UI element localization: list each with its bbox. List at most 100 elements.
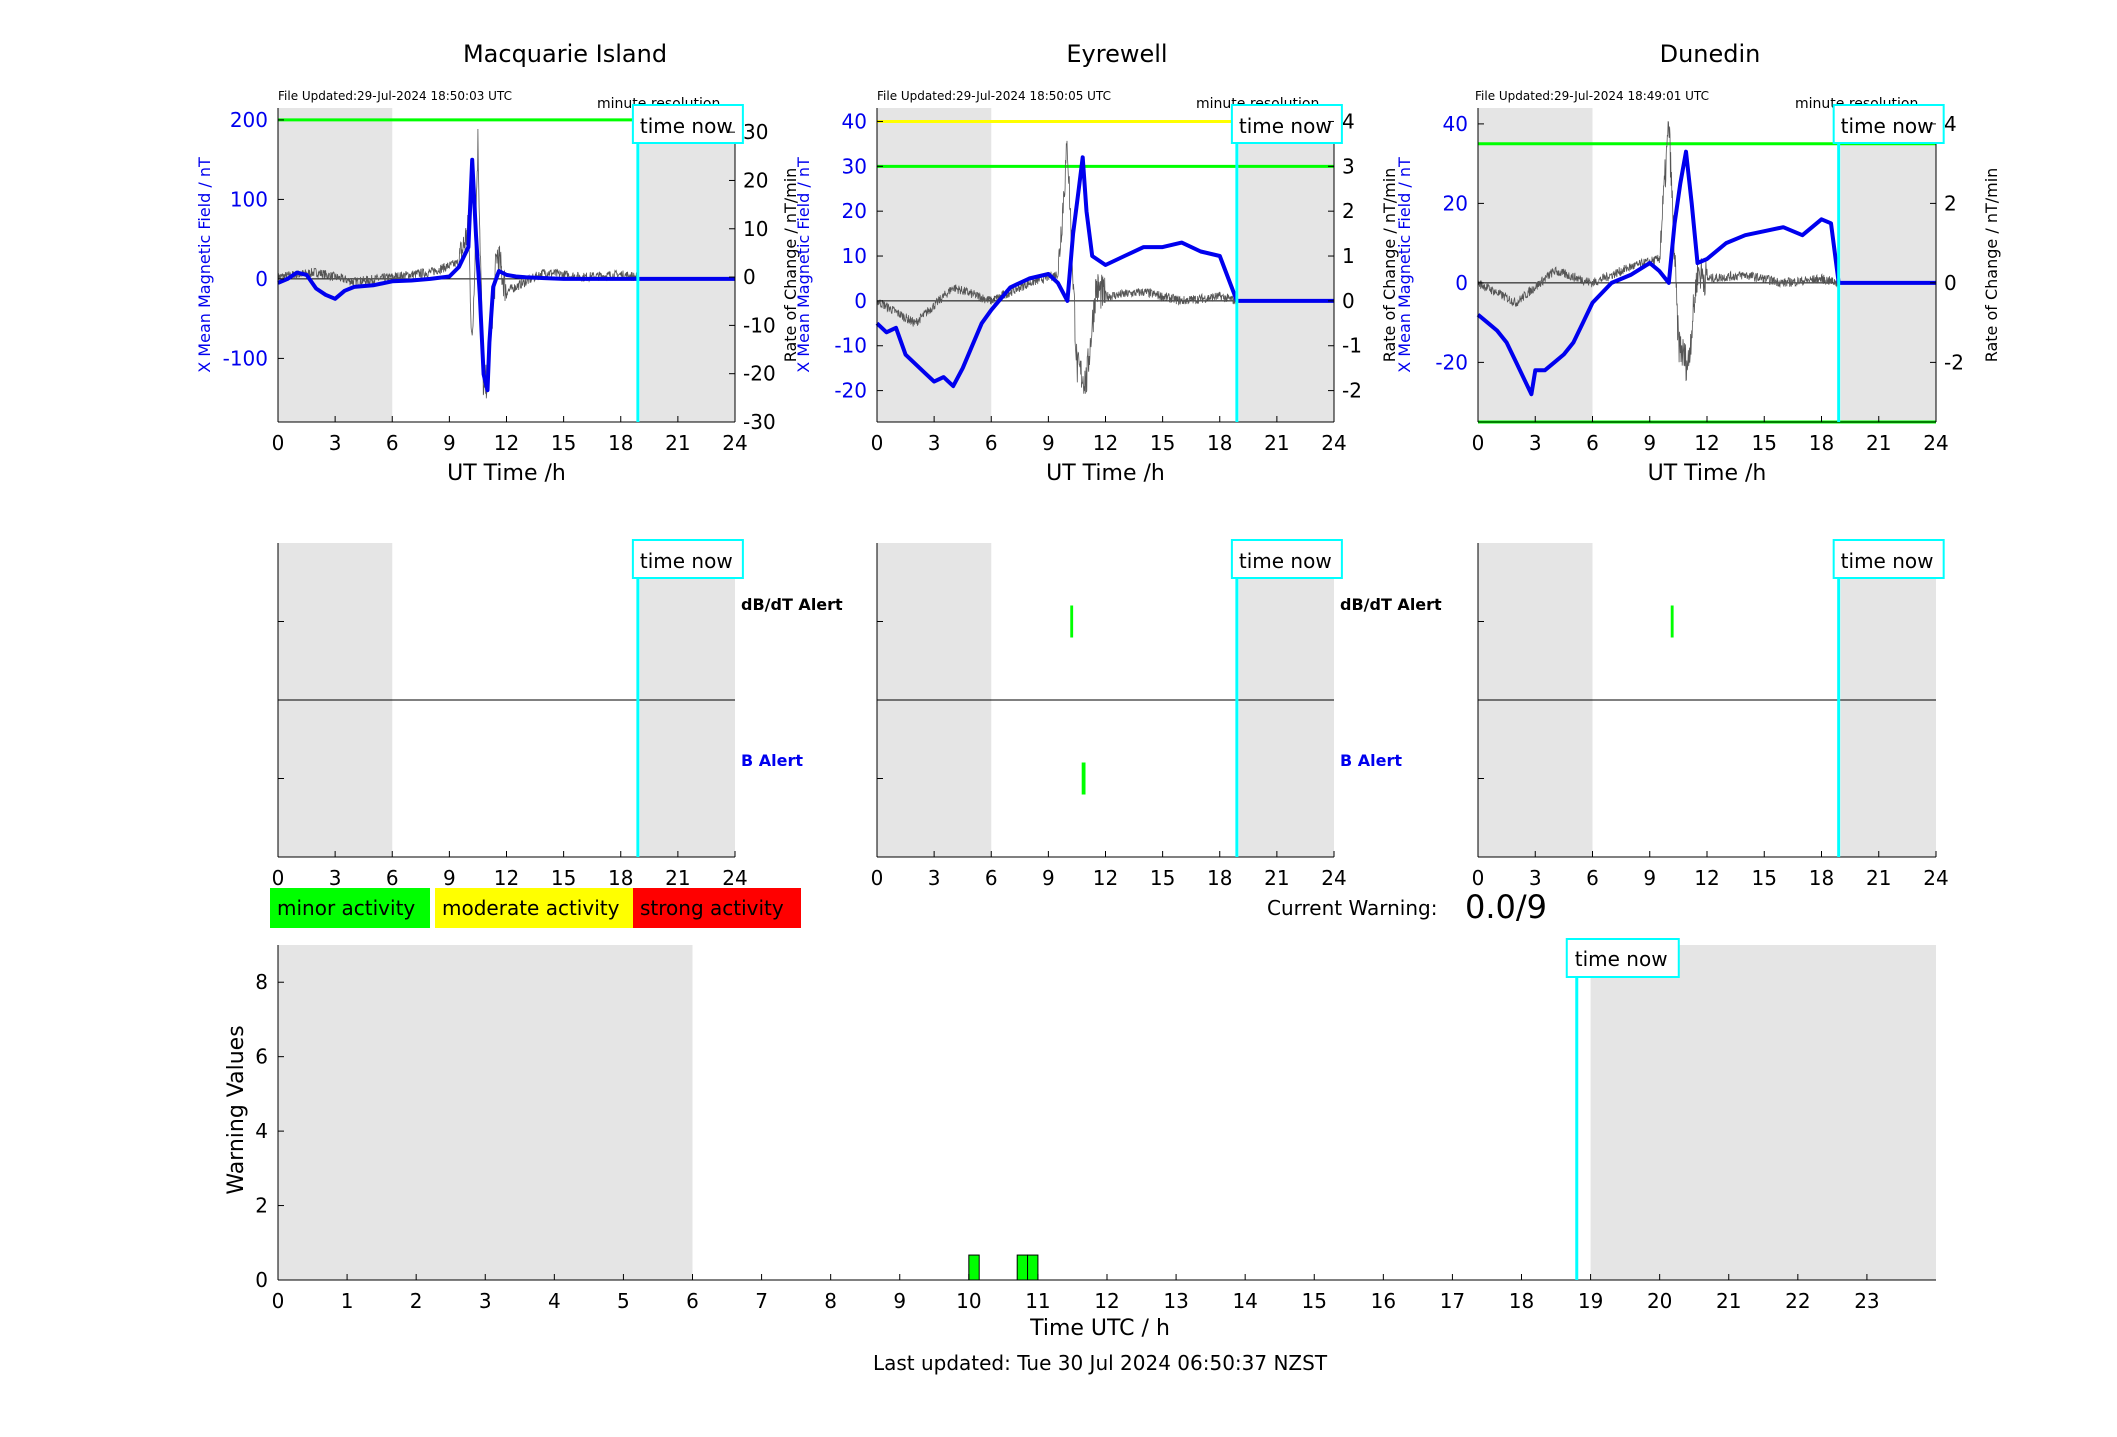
x-tick-label: 9 [1643,431,1656,455]
warning-x-tick-label: 15 [1302,1289,1327,1313]
shaded-night-0 [877,108,992,422]
right-tick-label: -1 [1342,334,1362,358]
left-tick-label: 20 [842,199,867,223]
warning-x-tick-label: 9 [893,1289,906,1313]
alert-x-tick-label: 21 [1866,866,1891,890]
alert-x-tick-label: 9 [1042,866,1055,890]
activity-legend: minor activity moderate activity strong … [270,888,801,928]
time-now-box [1230,104,1343,144]
x-tick-label: 0 [272,431,285,455]
alert-x-tick-label: 18 [1207,866,1232,890]
station-title-macquarie: Macquarie Island [463,40,667,68]
right-tick-label: 4 [1944,112,1957,136]
left-tick-label: 100 [230,187,268,211]
warning-y-tick-label: 6 [255,1045,268,1069]
b-alert-label-macquarie: B Alert [741,751,803,770]
x-tick-label: 21 [1264,431,1289,455]
warning-x-tick-label: 22 [1785,1289,1810,1313]
alert-x-tick-label: 15 [1150,866,1175,890]
warning-shaded-1 [1590,945,1936,1280]
warning-x-tick-label: 18 [1509,1289,1534,1313]
x-tick-label: 21 [1866,431,1891,455]
time-now-box [631,104,744,144]
left-tick-label: 200 [230,108,268,132]
dbdt-alert-mark [1070,605,1074,638]
left-tick-label: 30 [842,154,867,178]
left-axis-label: X Mean Magnetic Field / nT [195,157,214,373]
alert-x-tick-label: 6 [1586,866,1599,890]
time-now-label: time now [1841,114,1934,138]
left-tick-label: 0 [854,289,867,313]
warning-x-tick-label: 1 [341,1289,354,1313]
mean-field-trace [277,157,735,393]
file-updated-macquarie: File Updated:29-Jul-2024 18:50:03 UTC [278,89,512,103]
right-tick-label: -20 [743,362,776,386]
warning-x-tick-label: 3 [479,1289,492,1313]
x-tick-label: 18 [608,431,633,455]
alert-x-tick-label: 21 [1264,866,1289,890]
warning-xlabel: Time UTC / h [1029,1316,1170,1341]
alert-x-tick-label: 3 [329,866,342,890]
x-tick-label: 18 [1207,431,1232,455]
time-now-label: time now [640,114,733,138]
left-tick-label: -10 [834,334,867,358]
warning-x-tick-label: 4 [548,1289,561,1313]
right-tick-label: 0 [1342,289,1355,313]
shaded-night-1 [1238,108,1334,422]
current-warning-label: Current Warning: [1267,896,1437,920]
alert-x-tick-label: 9 [443,866,456,890]
warning-y-tick-label: 2 [255,1194,268,1218]
rate-of-change-trace [1477,121,1840,382]
x-tick-label: 12 [1093,431,1118,455]
file-updated-eyrewell: File Updated:29-Jul-2024 18:50:05 UTC [877,89,1111,103]
left-axis-label: X Mean Magnetic Field / nT [794,157,813,373]
left-tick-label: -20 [1435,350,1468,374]
right-axis-label: Rate of Change / nT/min [781,168,800,363]
alert-x-tick-label: 6 [985,866,998,890]
rate-of-change-trace [876,140,1238,394]
right-tick-label: 20 [743,168,768,192]
legend-minor: minor activity [277,896,415,920]
alert-x-tick-label: 12 [494,866,519,890]
x-tick-label: 3 [1529,431,1542,455]
shaded-night-1 [639,108,735,422]
warning-x-tick-label: 13 [1163,1289,1188,1313]
warning-x-tick-label: 19 [1578,1289,1603,1313]
left-tick-label: -20 [834,379,867,403]
x-tick-label: 3 [329,431,342,455]
x-tick-label: 24 [1923,431,1948,455]
warning-x-tick-label: 6 [686,1289,699,1313]
left-tick-label: 10 [842,244,867,268]
right-tick-label: -2 [1342,379,1362,403]
left-tick-label: 40 [842,109,867,133]
legend-strong: strong activity [640,896,784,920]
alert-panel-macquarie: time now 0 3 6 9 12 15 18 21 24 [272,539,748,890]
x-tick-label: 0 [1472,431,1485,455]
right-tick-label: 3 [1342,154,1355,178]
warning-x-tick-label: 0 [272,1289,285,1313]
right-tick-label: -2 [1944,350,1964,374]
alert-x-tick-label: 12 [1694,866,1719,890]
mean-field-trace [1476,149,1936,397]
warning-time-now-label: time now [1575,947,1668,971]
x-tick-label: 6 [985,431,998,455]
dbdt-alert-mark [1670,605,1674,638]
x-tick-label: 0 [871,431,884,455]
station-title-dunedin: Dunedin [1660,40,1761,68]
alert-x-tick-label: 9 [1643,866,1656,890]
x-tick-label: 24 [722,431,747,455]
dbdt-alert-label-macquarie: dB/dT Alert [741,595,843,614]
right-tick-label: 2 [1944,191,1957,215]
mean-field-trace [875,155,1334,389]
last-updated: Last updated: Tue 30 Jul 2024 06:50:37 N… [873,1351,1328,1375]
b-alert-label-eyrewell: B Alert [1340,751,1402,770]
warning-x-tick-label: 8 [824,1289,837,1313]
x-axis-label: UT Time /h [447,461,566,486]
right-tick-label: 30 [743,120,768,144]
station-title-eyrewell: Eyrewell [1066,40,1167,68]
warning-y-tick-label: 0 [255,1268,268,1292]
time-now-box [1832,104,1945,144]
alert-panels: time now 0 3 6 9 12 15 18 21 24 time now 0 3 6 9 12 15 18… [272,539,1949,890]
